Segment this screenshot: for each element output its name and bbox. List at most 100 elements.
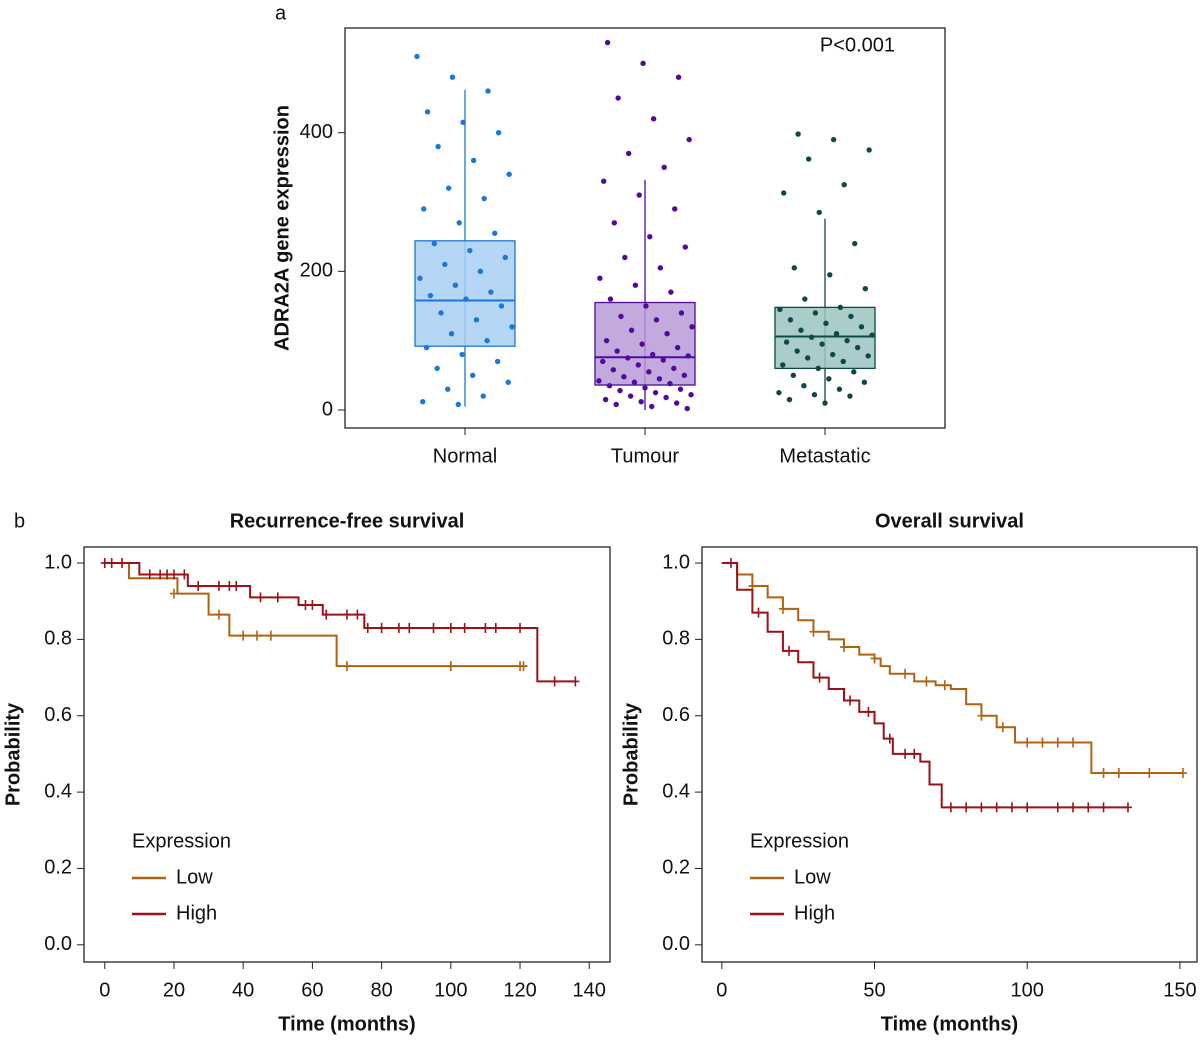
data-point [421, 206, 427, 212]
data-point [664, 331, 670, 337]
data-point [647, 233, 653, 240]
y-tick-label: 0.2 [44, 857, 72, 879]
censor-mark [180, 569, 189, 580]
data-point [627, 393, 634, 399]
data-point [689, 324, 695, 330]
data-point [668, 289, 674, 295]
data-point [625, 150, 632, 157]
data-point [776, 389, 782, 396]
data-point [805, 156, 812, 162]
censor-mark [846, 695, 855, 706]
x-axis-label: Time (months) [278, 1013, 415, 1035]
data-point [829, 351, 836, 358]
survival-curve [721, 562, 1128, 809]
data-point [672, 206, 678, 212]
data-point [682, 244, 689, 250]
data-point [811, 392, 818, 398]
data-point [423, 344, 430, 351]
x-tick-label: Normal [433, 445, 497, 467]
y-tick-label: 0.4 [44, 780, 72, 802]
data-point [801, 383, 807, 389]
data-point [448, 331, 455, 337]
censor-mark [727, 558, 736, 569]
data-point [840, 358, 846, 365]
data-point [675, 74, 682, 80]
data-point [777, 306, 783, 313]
annotation: P<0.001 [820, 34, 895, 56]
y-tick-label: 0.0 [662, 933, 690, 955]
censor-mark [754, 607, 763, 618]
data-point [678, 310, 685, 316]
data-point [485, 88, 491, 94]
censor-mark [809, 626, 818, 637]
data-point [635, 362, 641, 368]
data-point [823, 320, 829, 327]
data-point [681, 372, 688, 379]
censor-mark [100, 558, 109, 569]
data-point [667, 380, 673, 387]
data-point [614, 348, 620, 354]
censor-mark [363, 622, 372, 633]
box [774, 306, 876, 370]
censor-mark [491, 622, 500, 633]
legend-title: Expression [750, 830, 849, 852]
data-point [481, 195, 487, 202]
data-point [617, 387, 623, 394]
censor-mark [1099, 802, 1108, 813]
data-point [661, 164, 667, 171]
censor-mark [516, 622, 525, 633]
data-point [495, 129, 502, 136]
censor-mark [946, 802, 955, 813]
data-point [597, 275, 603, 281]
censor-mark [273, 592, 282, 603]
data-point [657, 265, 664, 271]
censor-mark [1114, 768, 1123, 779]
censor-mark [785, 645, 794, 656]
data-point [686, 136, 692, 143]
data-point [808, 334, 815, 340]
data-point [498, 303, 505, 309]
data-point [606, 383, 613, 389]
survival-curve [721, 562, 1183, 775]
data-point [854, 344, 861, 351]
y-tick-label: 0 [322, 398, 333, 420]
data-point [684, 405, 690, 412]
censor-mark [815, 672, 824, 683]
y-tick-label: 0.4 [662, 780, 690, 802]
data-point [653, 317, 660, 323]
censor-mark [429, 622, 438, 633]
y-tick-label: 0.8 [662, 628, 690, 650]
data-point [610, 367, 617, 373]
x-tick-label: Tumour [611, 445, 680, 467]
data-point [656, 376, 663, 382]
data-point [417, 275, 423, 281]
data-point [625, 355, 631, 361]
censor-mark [910, 748, 919, 759]
y-axis-label: ADRA2A gene expression [271, 105, 293, 351]
data-point [604, 39, 611, 46]
censor-mark [194, 580, 203, 591]
data-point [841, 181, 847, 188]
plot-frame [83, 546, 611, 963]
data-point [613, 401, 619, 408]
panel-label: a [275, 2, 287, 24]
data-point [452, 282, 459, 288]
data-point [607, 296, 614, 302]
data-point [862, 285, 869, 292]
y-tick-label: 1.0 [44, 551, 72, 573]
data-point [819, 341, 825, 347]
data-point [602, 396, 609, 403]
data-point [836, 386, 843, 392]
censor-mark [214, 609, 223, 620]
censor-mark [998, 722, 1007, 733]
data-point [795, 131, 801, 137]
data-point [427, 292, 434, 299]
data-point [442, 261, 448, 268]
data-point [812, 310, 819, 316]
data-point [847, 393, 853, 399]
censor-mark [977, 802, 986, 813]
data-point [615, 95, 621, 101]
data-point [833, 331, 840, 337]
data-point [783, 339, 790, 345]
